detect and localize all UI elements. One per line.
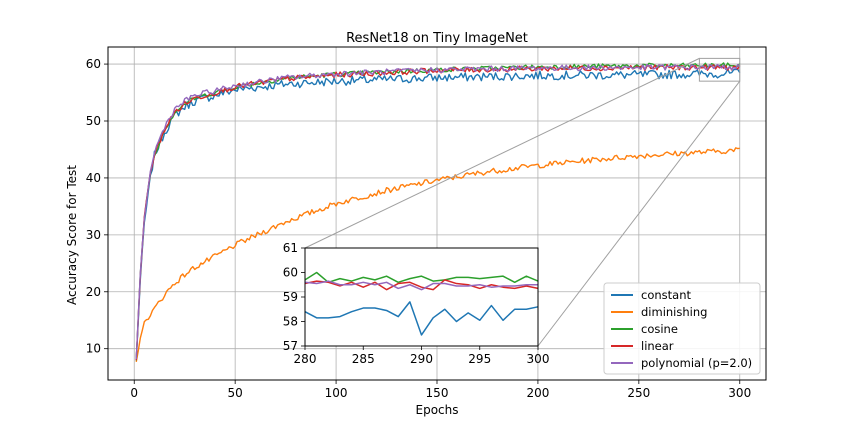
x-tick-label: 50 [228,386,243,400]
inset-axes: 280 285 290 295 300 57 58 59 60 61 [283,241,550,366]
inset-y-tick-label: 59 [283,290,298,304]
inset-y-tick-label: 58 [283,315,298,329]
chart-title: ResNet18 on Tiny ImageNet [346,31,528,46]
inset-x-tick-label: 285 [352,352,375,366]
main-series [135,62,741,363]
x-axis-label: Epochs [416,403,459,417]
series-line-diminishing [135,147,740,363]
x-tick-label: 300 [728,386,751,400]
legend-label-constant: constant [641,288,691,302]
y-tick-label: 40 [86,171,101,185]
x-tick-label: 100 [325,386,348,400]
y-tick-label: 60 [86,57,101,71]
zoom-connector-line [537,80,741,347]
y-tick-label: 10 [86,342,101,356]
inset-y-tick-label: 60 [283,266,298,280]
x-tick-label: 150 [426,386,449,400]
inset-y-tick-label: 61 [283,241,298,255]
x-tick-label: 200 [526,386,549,400]
inset-background [305,248,538,346]
inset-x-tick-label: 300 [527,352,550,366]
inset-series-line-polynomial-p-2-0 [304,280,538,291]
inset-y-tick-label: 57 [283,339,298,353]
legend-box [603,282,761,375]
legend-label-polynomial-p-2-0: polynomial (p=2.0) [641,356,752,370]
series-line-constant [135,68,741,360]
legend: constant diminishing cosine linear polynomia… [603,282,761,375]
y-tick-label: 20 [86,285,101,299]
zoom-connector-line [304,57,700,249]
inset-x-tick-label: 295 [468,352,491,366]
x-tick-label: 0 [130,386,138,400]
legend-label-linear: linear [641,339,674,353]
main-ticks: 0 50 100 150 200 250 300 10 20 30 40 50 60 [86,57,751,400]
legend-label-diminishing: diminishing [641,305,707,319]
inset-x-tick-label: 280 [294,352,317,366]
x-tick-label: 250 [627,386,650,400]
inset-series-line-constant [304,301,539,336]
y-tick-label: 30 [86,228,101,242]
y-tick-label: 50 [86,114,101,128]
legend-label-cosine: cosine [641,322,678,336]
inset-frame [304,247,539,347]
zoom-box [698,57,741,82]
zoom-indicator [304,57,741,347]
inset-x-tick-label: 290 [410,352,433,366]
inset-series-line-cosine [304,271,539,284]
y-axis-label: Accuracy Score for Test [65,165,79,305]
main-axes-frame [107,46,767,381]
series-line-polynomial-p-2-0 [135,63,741,360]
